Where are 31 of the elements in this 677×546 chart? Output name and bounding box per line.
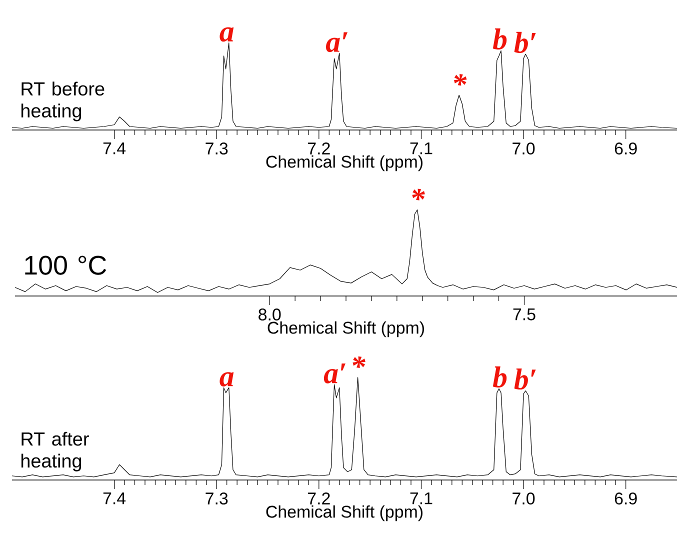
x-tick-label: 7.4	[103, 142, 126, 154]
x-tick-label: 7.5	[513, 308, 536, 320]
x-tick-label: 6.9	[614, 492, 637, 505]
x-tick-label: 7.1	[410, 492, 432, 504]
text: 100 °C	[25, 256, 106, 275]
x-tick-label: 7.0	[512, 492, 535, 505]
annotation: a′	[326, 32, 348, 52]
x-tick-label: 6.9	[614, 142, 637, 154]
text: RT after heating	[21, 432, 89, 472]
x-tick-label: 7.3	[206, 142, 228, 154]
annotation: *	[352, 356, 366, 368]
text: RT before heating	[21, 82, 104, 122]
x-axis-title: Chemical Shift (ppm)	[266, 155, 422, 172]
x-tick-label: 7.0	[512, 142, 535, 154]
annotation: a	[220, 27, 234, 42]
annotation: b′	[514, 368, 536, 390]
x-tick-label: 7.2	[308, 142, 330, 154]
annotation: a′	[324, 364, 346, 384]
annotation: b	[492, 28, 507, 50]
x-axis-title: Chemical Shift (ppm)	[266, 505, 422, 522]
annotation: b′	[514, 32, 536, 53]
annotation: *	[412, 188, 425, 200]
x-axis-title: Chemical Shift (ppm)	[268, 321, 424, 338]
x-tick-label: 7.1	[410, 142, 432, 154]
annotation: b	[492, 366, 507, 388]
annotation: a	[220, 372, 234, 386]
x-tick-label: 8.0	[258, 308, 281, 320]
annotation: *	[454, 74, 467, 86]
x-tick-label: 7.3	[206, 492, 228, 505]
x-tick-label: 7.2	[308, 492, 330, 504]
x-tick-label: 7.4	[103, 492, 126, 504]
